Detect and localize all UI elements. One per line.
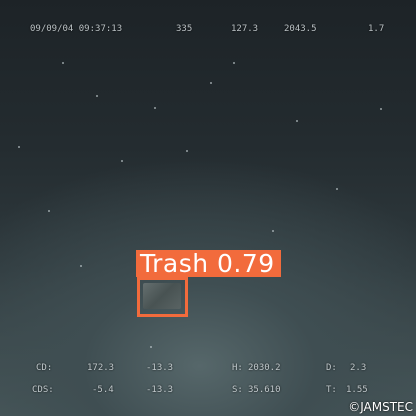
particle (336, 188, 338, 190)
osd-row1-label-a: CD: (36, 363, 53, 373)
osd-row1-val-a: 172.3 (87, 363, 115, 373)
osd-field-1: 335 (176, 24, 193, 34)
osd-row1-label-d: D: (326, 363, 337, 373)
osd-row2-val-b: -13.3 (146, 385, 174, 395)
osd-row2-label-a: CDS: (32, 385, 54, 395)
particle (233, 62, 235, 64)
trash-object (143, 283, 181, 309)
particle (210, 82, 212, 84)
osd-field-3: 2043.5 (284, 24, 317, 34)
particle (186, 150, 188, 152)
osd-field-2: 127.3 (231, 24, 259, 34)
osd-row1-label-c: H: (232, 363, 243, 373)
osd-row2-val-a: -5.4 (92, 385, 114, 395)
osd-row1-val-c: 2030.2 (248, 363, 281, 373)
particle (296, 120, 298, 122)
copyright-watermark: ©JAMSTEC (348, 400, 413, 414)
osd-datetime: 09/09/04 09:37:13 (30, 24, 123, 34)
osd-row2-val-c: 35.610 (248, 385, 281, 395)
particle (48, 210, 50, 212)
detection-bounding-box (137, 277, 188, 317)
particle (150, 346, 152, 348)
osd-row1-val-d: 2.3 (350, 363, 367, 373)
osd-field-4: 1.7 (368, 24, 385, 34)
particle (62, 62, 64, 64)
particle (380, 108, 382, 110)
particle (121, 160, 123, 162)
particle (18, 146, 20, 148)
osd-row2-label-c: S: (232, 385, 243, 395)
osd-row2-val-d: 1.55 (346, 385, 368, 395)
particle (272, 230, 274, 232)
detection-label: Trash 0.79 (136, 250, 281, 277)
particle (96, 95, 98, 97)
particle (154, 107, 156, 109)
particle (80, 265, 82, 267)
osd-row1-val-b: -13.3 (146, 363, 174, 373)
osd-row2-label-d: T: (326, 385, 337, 395)
